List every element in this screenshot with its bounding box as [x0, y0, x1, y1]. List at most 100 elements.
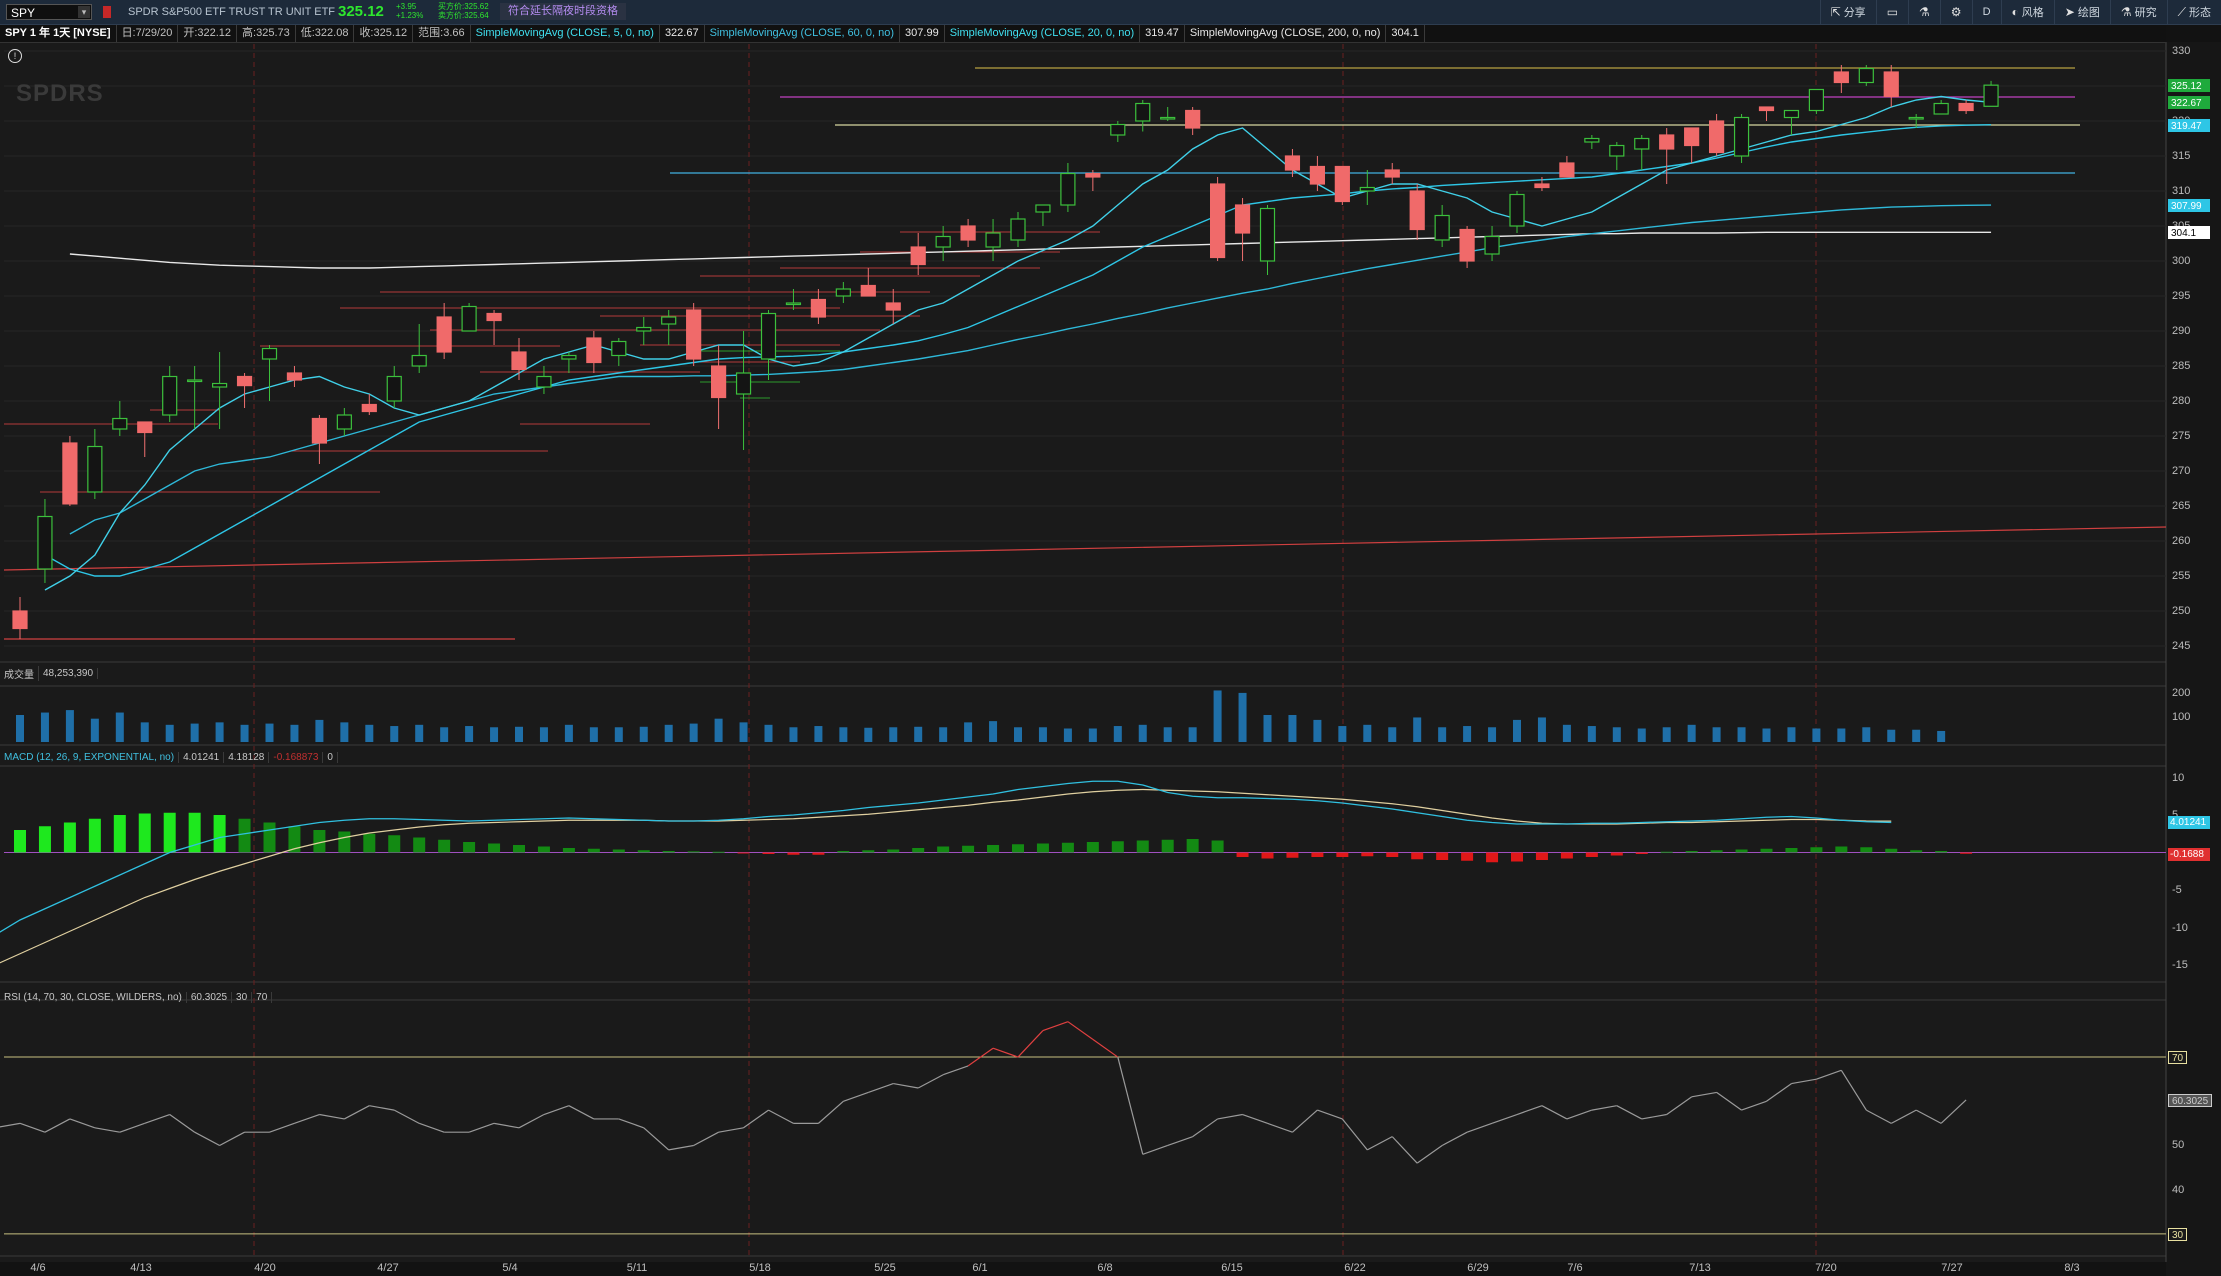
price-tick-label: 260 [2172, 535, 2191, 547]
rsi-line-segment [44, 1118, 71, 1133]
price-tick-label: 275 [2172, 430, 2191, 442]
toolbar-button-0[interactable]: ⇱ 分享 [1819, 0, 1876, 24]
candle-body [386, 375, 402, 402]
candle-body [1384, 169, 1400, 178]
toolbar-button-1[interactable]: ▭ [1875, 0, 1908, 24]
volume-tick-label: 200 [2172, 686, 2191, 699]
volume-bar [265, 723, 274, 742]
date-tick-label: 6/22 [1344, 1262, 1366, 1274]
macd-histogram-bar [163, 812, 176, 853]
macd-histogram-bar [288, 826, 301, 853]
macd-histogram-bar [138, 813, 151, 853]
rsi-line-segment [1516, 1105, 1543, 1116]
candle-body [561, 354, 577, 360]
toolbar-button-2[interactable]: ⚗ [1908, 0, 1940, 24]
macd-histogram-bar [637, 850, 650, 853]
macd-histogram-bar [213, 815, 226, 853]
rsi-line-segment [493, 1122, 520, 1129]
macd-histogram-bar [1735, 849, 1748, 853]
volume-label[interactable]: 成交量 [0, 665, 39, 681]
sma20-label[interactable]: SimpleMovingAvg (CLOSE, 20, 0, no) [945, 25, 1141, 42]
sma5-label[interactable]: SimpleMovingAvg (CLOSE, 5, 0, no) [471, 25, 660, 42]
date-tick-label: 4/13 [130, 1262, 152, 1274]
toolbar-button-8[interactable]: ⟋ 形态 [2166, 0, 2221, 24]
rsi-line-segment [992, 1047, 1019, 1058]
gear-icon: ⚙ [1950, 5, 1962, 19]
price-tick-label: 300 [2172, 255, 2191, 267]
macd-histogram-bar [1161, 839, 1174, 853]
volume-bar [315, 719, 324, 742]
candle-body [1958, 102, 1974, 112]
toolbar-button-label: 绘图 [2077, 7, 2100, 19]
candle-body [1484, 235, 1500, 255]
rsi-line-segment [568, 1105, 595, 1120]
rsi-tag: 70 [2168, 1051, 2188, 1065]
candle-body [486, 312, 502, 322]
rsi-line-segment [1491, 1113, 1518, 1124]
macd-histogram-bar [1835, 846, 1848, 853]
candle-body [1035, 204, 1051, 213]
volume-bar [340, 722, 349, 742]
toolbar-button-4[interactable]: D [1971, 0, 2001, 24]
volume-bar [390, 726, 399, 742]
candle-body [1234, 204, 1251, 234]
sma200-label[interactable]: SimpleMovingAvg (CLOSE, 200, 0, no) [1185, 25, 1387, 42]
candle-body [12, 610, 28, 630]
bar-high: 高:325.73 [237, 25, 296, 42]
candle-body [236, 375, 253, 387]
volume-bar [65, 710, 74, 742]
candle-body [511, 351, 527, 371]
volume-bar [16, 715, 24, 742]
rsi-line-segment [1367, 1136, 1393, 1151]
rsi-line-segment [768, 1109, 794, 1124]
info-icon[interactable]: ! [8, 49, 22, 63]
rsi-line-segment [1666, 1096, 1692, 1116]
ask-price: 卖方价:325.64 [438, 11, 489, 20]
macd-histogram-bar [912, 848, 925, 853]
macd-histogram-bar [1760, 848, 1773, 853]
chart-title[interactable]: SPY 1 年 1天 [NYSE] [0, 25, 117, 42]
volume-bar [90, 718, 99, 742]
macd-histogram-bar [1136, 840, 1149, 853]
top-toolbar: SPY ▾ SPDR S&P500 ETF TRUST TR UNIT ETF 3… [0, 0, 2221, 25]
volume-bar [1887, 729, 1896, 742]
toolbar-button-5[interactable]: ◐ 风格 [2000, 0, 2054, 24]
rsi-line-segment [1591, 1105, 1617, 1111]
security-description: SPDR S&P500 ETF TRUST TR UNIT ETF [128, 6, 336, 18]
toolbar-button-7[interactable]: ⚗ 研究 [2109, 0, 2167, 24]
rsi-line-segment [1042, 1021, 1069, 1032]
macd-histogram-bar [413, 837, 426, 853]
chevron-down-icon[interactable]: ▾ [78, 6, 90, 18]
rsi-label[interactable]: RSI (14, 70, 30, CLOSE, WILDERS, no) [0, 991, 187, 1003]
price-tag: 325.12 [2168, 79, 2210, 93]
rsi-line-segment [1242, 1113, 1268, 1124]
link-flag-icon[interactable] [103, 6, 111, 18]
sma60-label[interactable]: SimpleMovingAvg (CLOSE, 60, 0, no) [705, 25, 901, 42]
date-tick-label: 7/27 [1941, 1262, 1963, 1274]
toolbar-button-6[interactable]: ➤ 绘图 [2053, 0, 2110, 24]
rsi-line-segment [942, 1065, 969, 1076]
rsi-line-segment [1890, 1109, 1917, 1124]
volume-bar [1338, 726, 1347, 742]
toolbar-button-3[interactable]: ⚙ [1939, 0, 1972, 24]
rsi-line-segment [1391, 1136, 1418, 1164]
symbol-input[interactable]: SPY ▾ [6, 4, 92, 20]
rsi-line-segment [344, 1105, 370, 1120]
rsi-line-segment [917, 1074, 944, 1089]
candle-body [1933, 102, 1949, 115]
candle-body [1284, 155, 1301, 171]
candle-body [286, 372, 303, 381]
volume-bar [1662, 727, 1671, 742]
bar-range: 范围:3.66 [413, 25, 471, 42]
volume-bar [914, 726, 923, 742]
macd-histogram-bar [263, 822, 276, 853]
drawing-line [3, 526, 2167, 571]
macd-histogram-bar [1186, 839, 1199, 853]
macd-tick-label: -10 [2172, 921, 2188, 934]
macd-histogram-bar [1910, 850, 1923, 853]
volume-bar [1088, 728, 1097, 742]
candle-body [1459, 228, 1475, 262]
macd-label[interactable]: MACD (12, 26, 9, EXPONENTIAL, no) [0, 751, 180, 763]
candle-body [1135, 102, 1151, 122]
